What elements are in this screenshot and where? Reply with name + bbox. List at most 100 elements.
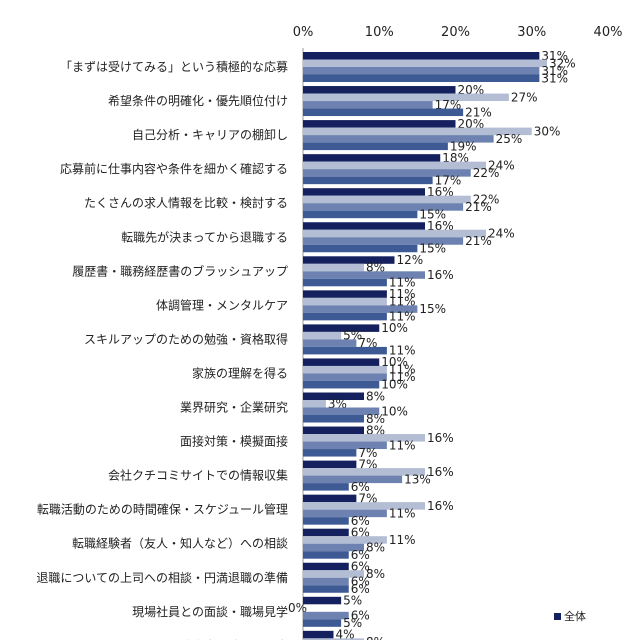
bar <box>303 154 441 162</box>
data-label: 11% <box>389 310 416 324</box>
data-label: 16% <box>427 268 454 282</box>
data-label: 6% <box>351 514 370 528</box>
data-label: 21% <box>465 234 492 248</box>
bar <box>303 271 425 279</box>
bar <box>303 517 349 525</box>
data-label: 6% <box>351 582 370 596</box>
data-label: 11% <box>389 295 416 309</box>
bar <box>303 161 486 170</box>
bar <box>303 441 387 450</box>
data-label: 13% <box>404 472 431 486</box>
bar <box>303 468 425 476</box>
category-label: 希望条件の明確化・優先順位付け <box>108 93 288 108</box>
bar <box>303 244 418 253</box>
data-label: 21% <box>465 105 492 119</box>
bar <box>303 528 349 537</box>
bar <box>303 449 357 457</box>
data-label: 17% <box>435 173 462 187</box>
data-label: 15% <box>419 242 446 256</box>
bar <box>303 509 387 518</box>
category-label: 活動資金の確保・貯金 <box>168 638 288 640</box>
category-label: 業界研究・企業研究 <box>180 400 288 415</box>
category-label: 転職活動のための時間確保・スケジュール管理 <box>37 502 288 517</box>
data-label: 6% <box>351 480 370 494</box>
data-label: 16% <box>427 431 454 445</box>
category-label: スキルアップのための勉強・資格取得 <box>84 331 288 346</box>
bar <box>303 611 349 620</box>
data-label: 6% <box>351 609 370 623</box>
bar <box>303 415 364 423</box>
category-label: 「まずは受けてみる」という積極的な応募 <box>60 59 288 74</box>
bar <box>303 203 464 211</box>
data-label: 16% <box>427 219 454 233</box>
bar <box>303 86 456 94</box>
bar <box>303 392 364 400</box>
data-label: 21% <box>465 200 492 214</box>
bar <box>303 305 418 313</box>
data-label: 5% <box>343 329 362 343</box>
bar <box>303 460 357 469</box>
bar <box>303 120 456 128</box>
data-label: 19% <box>450 139 477 153</box>
bar <box>303 638 364 640</box>
data-label: 8% <box>366 412 385 426</box>
data-label: 11% <box>389 506 416 520</box>
data-label: 30% <box>534 124 561 138</box>
data-label: 10% <box>381 321 408 335</box>
data-label: 8% <box>366 635 385 640</box>
data-label: 27% <box>511 90 538 104</box>
bar <box>303 127 532 136</box>
bar <box>303 630 334 639</box>
bar <box>303 324 380 332</box>
data-label: 11% <box>389 363 416 377</box>
bar <box>303 290 387 298</box>
bar <box>303 562 349 571</box>
data-label: 5% <box>343 616 362 630</box>
data-label: 11% <box>389 276 416 290</box>
data-label: 22% <box>473 192 500 206</box>
bar <box>303 52 540 60</box>
bar <box>303 483 349 491</box>
bar <box>303 237 464 245</box>
bar <box>303 176 433 185</box>
bar <box>303 101 433 109</box>
data-label: 8% <box>366 567 385 581</box>
data-label: 7% <box>358 457 377 471</box>
legend-label: 全体 <box>564 609 586 623</box>
bar <box>303 373 387 381</box>
data-label: 0% <box>288 601 307 615</box>
bar <box>303 278 387 287</box>
data-label: 25% <box>496 132 523 146</box>
bar <box>303 263 364 272</box>
bar <box>303 407 380 415</box>
data-label: 18% <box>442 151 469 165</box>
data-label: 8% <box>366 423 385 437</box>
bar <box>303 195 471 204</box>
bar <box>303 577 349 586</box>
data-label: 7% <box>358 446 377 460</box>
bar <box>303 358 380 366</box>
data-label: 6% <box>351 560 370 574</box>
x-tick-label: 10% <box>365 25 394 40</box>
x-tick-label: 40% <box>594 25 623 40</box>
category-label: 転職先が決まってから退職する <box>121 229 288 244</box>
data-label: 15% <box>419 302 446 316</box>
bar <box>303 339 357 347</box>
bar <box>303 142 448 151</box>
category-label: 退職についての上司への相談・円満退職の準備 <box>36 570 288 585</box>
bar <box>303 426 364 435</box>
bar <box>303 169 471 177</box>
bar <box>303 494 357 503</box>
data-label: 10% <box>381 355 408 369</box>
data-label: 8% <box>366 540 385 554</box>
bar <box>303 222 425 230</box>
data-label: 31% <box>541 71 568 85</box>
bar <box>303 502 425 510</box>
bar <box>303 59 547 67</box>
bar <box>303 229 486 238</box>
bar <box>303 256 395 264</box>
x-tick-label: 0% <box>293 25 314 40</box>
bar <box>303 135 494 143</box>
data-label: 16% <box>427 499 454 513</box>
